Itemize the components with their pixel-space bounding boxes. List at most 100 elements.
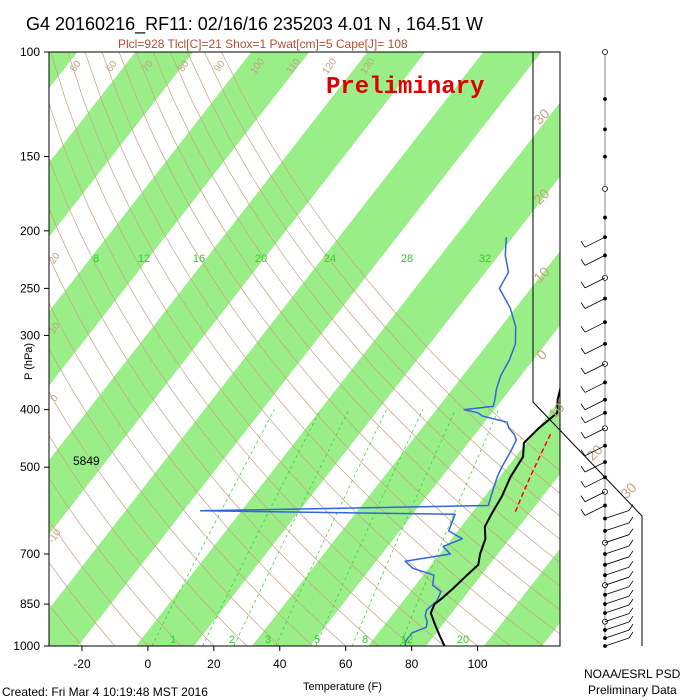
skew-band: [49, 52, 426, 535]
wind-barb-flag: [580, 432, 586, 439]
mixing-ratio-line: [233, 409, 350, 646]
wind-barb-shaft: [584, 298, 606, 309]
wind-barb-flag: [628, 580, 634, 588]
wind-barb-flag: [628, 528, 634, 535]
wind-barb-shaft: [604, 637, 630, 647]
skew-band: [49, 52, 310, 386]
y-tick-label: 150: [20, 150, 40, 164]
wind-barb-shaft: [604, 604, 630, 614]
wind-barb-shaft: [604, 595, 630, 605]
mixing-ratio-bottom-label: 2: [229, 634, 235, 646]
wind-barb-shaft: [604, 629, 630, 639]
dry-adiabat-line: [49, 302, 313, 646]
mixing-ratio-labels: 8 12 16 20 24 28 321 2 3 5 8 12 20: [93, 253, 491, 646]
wind-barb-shaft: [584, 412, 606, 424]
mixing-ratio-label: 20: [255, 253, 267, 265]
mixing-ratio-bottom-label: 12: [401, 634, 413, 646]
wind-barb-flag: [580, 416, 586, 424]
wind-barb-shaft: [584, 343, 606, 355]
wind-barb-flag: [580, 259, 586, 266]
dry-adiabat-line: [169, 52, 560, 540]
dry-adiabat-line: [49, 519, 149, 646]
sounding-curves: [199, 237, 560, 646]
wind-barb-flag: [580, 495, 586, 502]
wind-barb-flag: [580, 281, 586, 289]
dry-adiabat-line: [49, 434, 215, 646]
parcel-line: [513, 433, 552, 515]
mixing-ratio-label: 32: [479, 253, 491, 265]
mixing-ratio-line: [399, 409, 499, 646]
wind-barb-flag: [628, 589, 634, 597]
isotherm-label: 20: [583, 441, 605, 463]
wind-barb-flag: [628, 539, 634, 547]
wind-barb-flag: [628, 570, 634, 578]
wind-station-dot: [602, 185, 608, 192]
y-tick-label: 400: [20, 403, 40, 417]
dry-adiabat-line: [49, 477, 182, 646]
skew-band: [600, 0, 700, 646]
wind-barb-shaft: [604, 566, 630, 576]
y-tick-label: 200: [20, 224, 40, 238]
mixing-ratio-bottom-label: 5: [314, 634, 320, 646]
skew-band: [484, 548, 560, 646]
wind-barb-shaft: [584, 363, 606, 375]
y-axis-label: P (hPa): [23, 343, 35, 380]
wind-barb-flag: [580, 347, 586, 355]
skew-band: [368, 399, 560, 646]
wind-barb-flag: [628, 615, 634, 623]
wind-barb-shaft: [584, 382, 606, 393]
dry-adiabat-line: [84, 52, 544, 646]
wind-barb-flag: [628, 560, 634, 568]
wind-barb-flag: [580, 367, 586, 375]
skew-band: [49, 52, 542, 646]
wind-barb-flag: [628, 623, 634, 631]
wind-station-dot: [602, 49, 608, 55]
x-tick-label: -20: [73, 657, 91, 671]
wind-barb-shaft: [604, 576, 630, 586]
wind-barb-shaft: [584, 461, 606, 473]
dry-adiabat-line: [67, 52, 511, 646]
mixing-ratio-bottom-label: 3: [265, 634, 271, 646]
wind-barb-flag: [580, 302, 586, 309]
dry-adiabat-label: 0: [49, 393, 61, 404]
dry-adiabat-line: [186, 52, 560, 517]
wind-barb-flag: [580, 403, 586, 410]
dry-adiabat-line: [49, 347, 281, 646]
wind-barb-flag: [580, 325, 586, 333]
dry-adiabat-line: [135, 52, 560, 587]
dry-adiabat-line: [0, 52, 16, 646]
wind-barb-flag: [580, 481, 586, 488]
y-tick-label: 850: [20, 597, 40, 611]
wind-barb-flag: [628, 504, 634, 511]
wind-barb-shaft: [604, 613, 630, 623]
wind-barb-flag: [580, 509, 586, 516]
mixing-ratio-bottom-label: 20: [457, 634, 469, 646]
mixing-ratio-line: [151, 409, 275, 646]
temperature-line: [429, 385, 560, 646]
y-tick-label: 700: [20, 547, 40, 561]
dry-adiabat-line: [204, 52, 560, 494]
skew-band: [49, 52, 78, 89]
wind-barb-flag: [580, 240, 586, 248]
dry-adiabats: [0, 52, 560, 646]
x-axis-label: Temperature (F): [303, 681, 382, 693]
dry-adiabat-line: [101, 52, 560, 635]
skew-bands: [49, 0, 700, 646]
wind-barb-shaft: [584, 505, 606, 516]
wind-barb-shaft: [584, 277, 606, 289]
wind-barb-shaft: [584, 255, 606, 266]
mixing-ratio-line: [351, 409, 456, 646]
wind-barb-flag: [628, 550, 634, 558]
organization-label: NOAA/ESRL PSD: [584, 667, 681, 681]
wind-station-dot: [603, 154, 607, 159]
x-tick-label: 60: [339, 657, 353, 671]
dry-adiabat-line: [49, 156, 412, 646]
y-tick-label: 100: [20, 45, 40, 59]
wind-barb-flag: [628, 598, 634, 606]
dry-adiabat-line: [49, 256, 346, 646]
x-tick-label: 20: [207, 657, 221, 671]
mixing-ratio-label: 12: [138, 253, 150, 265]
chart-indices: Plcl=928 Tlcl[C]=21 Shox=1 Pwat[cm]=5 Ca…: [118, 37, 408, 51]
wind-station-dot: [603, 97, 607, 101]
